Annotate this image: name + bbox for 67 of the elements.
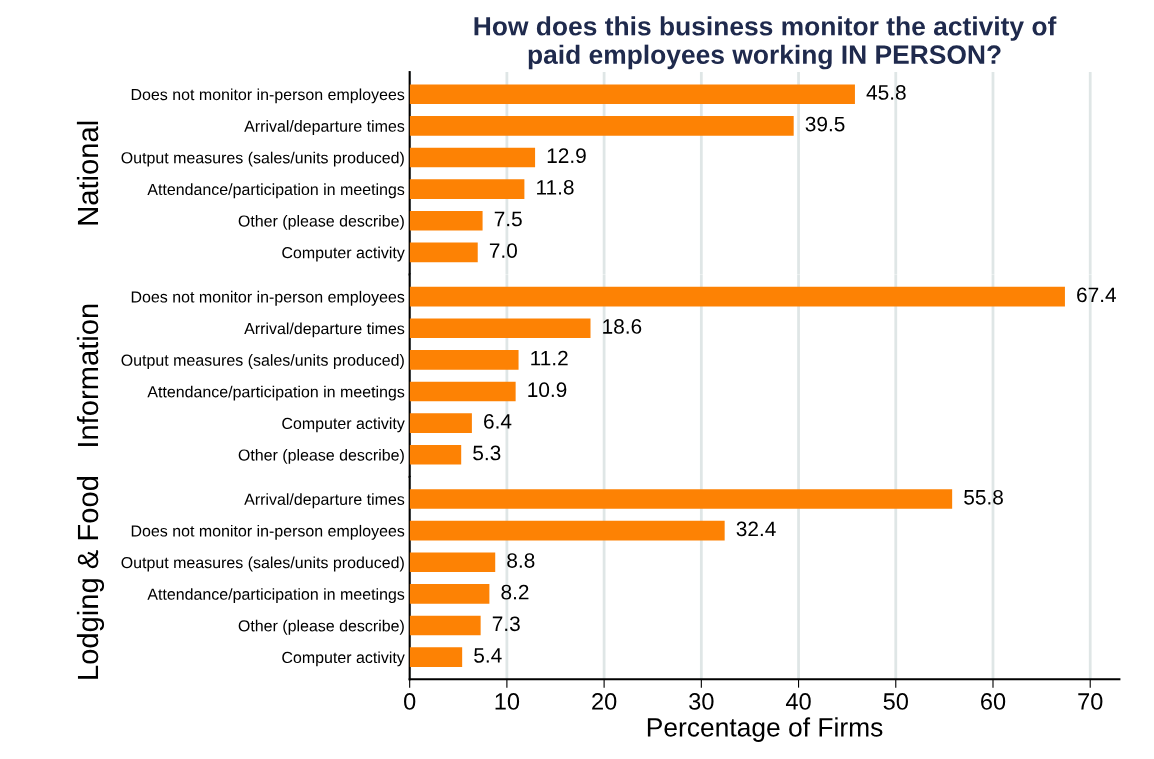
- chart-title: How does this business monitor the activity of paid employees working IN PERSON?: [474, 16, 1057, 70]
- bar: [409, 286, 1065, 307]
- y-tick-label: Output measures (sales/units produced): [121, 556, 404, 572]
- bar: [409, 413, 472, 433]
- x-tick-label: 50: [883, 693, 908, 710]
- x-tick-label: 10: [495, 693, 520, 710]
- y-tick-label: Attendance/participation in meetings: [147, 385, 405, 401]
- y-tick-label: Other (please describe): [238, 448, 404, 464]
- y-tick-label: Output measures (sales/units produced): [121, 151, 404, 167]
- y-tick-label: Arrival/departure times: [244, 322, 405, 338]
- data-label: 67.4: [1077, 287, 1116, 303]
- data-label: 12.9: [547, 148, 586, 164]
- y-tick-label: Does not monitor in-person employees: [131, 88, 405, 104]
- y-tick-label: Does not monitor in-person employees: [131, 290, 405, 306]
- bar: [409, 84, 855, 105]
- data-label: 5.3: [473, 445, 501, 461]
- x-axis-title: Percentage of Firms: [647, 717, 883, 742]
- data-label: 11.2: [531, 350, 568, 366]
- bar: [409, 520, 725, 541]
- bar: [409, 489, 953, 509]
- data-label: 8.2: [501, 584, 529, 600]
- x-tick-label: 40: [785, 693, 811, 710]
- bar: [409, 381, 516, 402]
- bar: [409, 147, 536, 168]
- data-label: 11.8: [537, 179, 574, 195]
- bar: [409, 116, 794, 136]
- y-tick-label: Other (please describe): [238, 214, 404, 230]
- data-label: 7.3: [492, 616, 520, 632]
- bar: [409, 615, 481, 636]
- data-label: 32.4: [736, 521, 776, 537]
- data-label: 10.9: [528, 382, 567, 398]
- data-label: 7.5: [494, 211, 522, 227]
- y-axis-title: National: [76, 121, 99, 225]
- y-tick-label: Arrival/departure times: [244, 120, 405, 135]
- x-tick-label: 60: [981, 693, 1006, 710]
- y-axis-title: Information: [76, 304, 99, 446]
- y-tick-label: Computer activity: [282, 417, 405, 433]
- data-label: 7.0: [489, 243, 517, 258]
- data-label: 6.4: [484, 413, 512, 429]
- x-tick-label: 70: [1078, 693, 1103, 710]
- data-label: 18.6: [603, 319, 642, 334]
- bar: [409, 179, 525, 199]
- bar: [409, 350, 519, 370]
- y-tick-label: Does not monitor in-person employees: [131, 524, 405, 540]
- bar: [409, 647, 463, 667]
- y-axis-title: Lodging & Food: [76, 477, 105, 679]
- y-tick-label: Other (please describe): [238, 619, 404, 635]
- data-label: 55.8: [964, 489, 1003, 505]
- data-label: 39.5: [805, 116, 845, 132]
- data-label: 8.8: [507, 553, 535, 568]
- bar: [409, 552, 496, 573]
- y-tick-label: Attendance/participation in meetings: [147, 588, 405, 604]
- y-tick-label: Computer activity: [282, 651, 405, 667]
- x-tick-label: 30: [689, 693, 714, 710]
- y-tick-label: Attendance/participation in meetings: [147, 183, 405, 199]
- x-tick-label: 20: [592, 693, 617, 710]
- bar: [409, 242, 478, 263]
- y-tick-label: Arrival/departure times: [244, 493, 405, 509]
- bar: [409, 444, 462, 465]
- y-tick-label: Computer activity: [282, 246, 405, 262]
- data-label: 45.8: [866, 85, 906, 100]
- x-tick-label: 0: [404, 693, 416, 710]
- bar: [409, 584, 490, 604]
- y-tick-label: Output measures (sales/units produced): [121, 354, 404, 369]
- data-label: 5.4: [474, 648, 502, 663]
- bar: [409, 210, 483, 231]
- bar: [409, 318, 591, 339]
